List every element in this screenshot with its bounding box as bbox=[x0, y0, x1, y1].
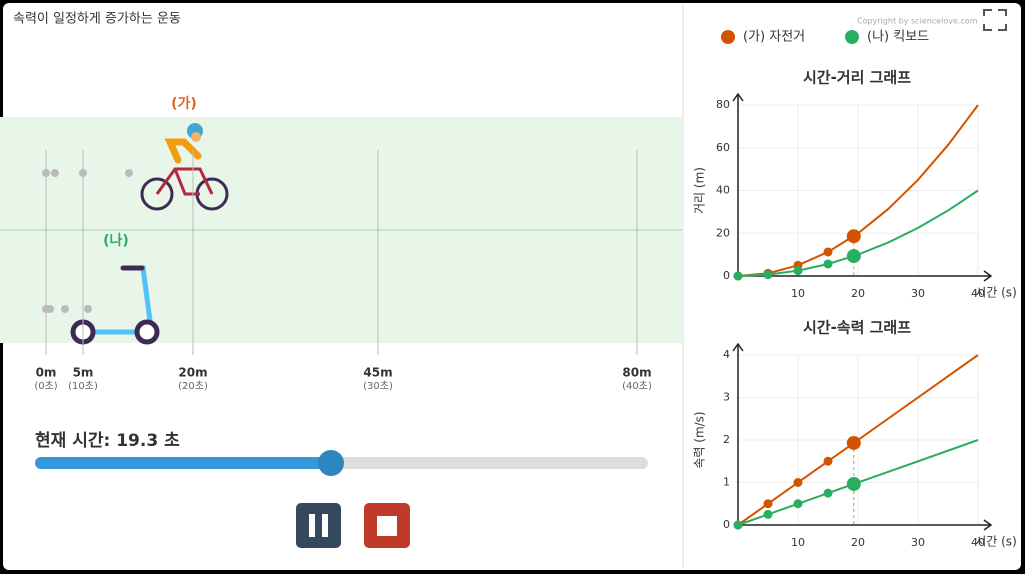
bike-label: (가) bbox=[171, 96, 197, 112]
track-distance: 45m bbox=[363, 366, 392, 380]
track-time: (40초) bbox=[622, 380, 652, 392]
current-point bbox=[846, 476, 861, 491]
current-point bbox=[846, 249, 861, 264]
track-distance: 20m bbox=[178, 366, 207, 380]
time-slider[interactable] bbox=[35, 450, 648, 476]
track-distance: 5m bbox=[73, 366, 94, 380]
sample-point bbox=[733, 271, 743, 281]
sample-point bbox=[793, 478, 803, 487]
y-tick-label: 4 bbox=[723, 348, 730, 361]
sim-title: 속력이 일정하게 증가하는 운동 bbox=[13, 12, 181, 27]
kickboard-label: (나) bbox=[103, 233, 129, 249]
x-tick-label: 10 bbox=[791, 536, 805, 549]
ghost-dots bbox=[42, 169, 133, 313]
legend-swatch bbox=[721, 30, 735, 44]
x-tick-label: 30 bbox=[911, 287, 925, 300]
y-tick-label: 1 bbox=[723, 476, 730, 489]
track-distance: 0m bbox=[36, 366, 57, 380]
y-tick-label: 0 bbox=[723, 518, 730, 531]
y-tick-label: 3 bbox=[723, 391, 730, 404]
legend-label: (가) 자전거 bbox=[743, 30, 805, 45]
legend-label: (나) 킥보드 bbox=[867, 30, 929, 45]
stop-button[interactable] bbox=[364, 503, 410, 548]
bicycle bbox=[140, 123, 229, 211]
sample-point bbox=[763, 499, 773, 509]
x-axis-label: 시간 (s) bbox=[975, 286, 1017, 300]
current-point bbox=[846, 229, 861, 244]
track-distance: 80m bbox=[622, 366, 651, 380]
y-tick-label: 2 bbox=[723, 433, 730, 446]
pause-button[interactable] bbox=[296, 503, 341, 548]
x-tick-label: 40 bbox=[971, 287, 985, 300]
chart-title: 시간-거리 그래프 bbox=[803, 69, 911, 87]
y-axis-label: 거리 (m) bbox=[693, 167, 707, 214]
axis-arrow bbox=[732, 92, 993, 282]
sample-point bbox=[823, 259, 833, 269]
y-tick-label: 60 bbox=[716, 141, 730, 154]
sample-point bbox=[763, 270, 773, 280]
sample-point bbox=[793, 266, 803, 276]
x-tick-label: 30 bbox=[911, 536, 925, 549]
sample-point bbox=[823, 456, 833, 466]
x-tick-label: 40 bbox=[971, 536, 985, 549]
track-time: (30초) bbox=[363, 380, 393, 392]
axis-arrow bbox=[732, 342, 993, 531]
x-axis-label: 시간 (s) bbox=[975, 535, 1017, 549]
time-display: 현재 시간: 19.3 초 bbox=[35, 431, 180, 451]
chart-title: 시간-속력 그래프 bbox=[803, 319, 911, 337]
y-tick-label: 20 bbox=[716, 226, 730, 239]
sample-point bbox=[823, 488, 833, 498]
time-unit: 초 bbox=[164, 431, 180, 451]
copyright: Copyright by sciencelove.com bbox=[857, 17, 978, 26]
x-tick-label: 20 bbox=[851, 287, 865, 300]
sample-point bbox=[763, 509, 773, 519]
sample-point bbox=[823, 247, 833, 257]
track-time: (0초) bbox=[34, 380, 57, 392]
legend-swatch bbox=[845, 30, 859, 44]
sample-point bbox=[733, 520, 743, 530]
x-tick-label: 10 bbox=[791, 287, 805, 300]
time-value: 19.3 bbox=[116, 431, 158, 451]
y-tick-label: 0 bbox=[723, 269, 730, 282]
y-tick-label: 80 bbox=[716, 98, 730, 111]
sample-point bbox=[793, 499, 803, 509]
track-time: (20초) bbox=[178, 380, 208, 392]
x-tick-label: 20 bbox=[851, 536, 865, 549]
y-tick-label: 40 bbox=[716, 184, 730, 197]
track-time: (10초) bbox=[68, 380, 98, 392]
y-axis-label: 속력 (m/s) bbox=[693, 411, 707, 468]
time-label: 현재 시간: bbox=[35, 431, 110, 451]
current-point bbox=[846, 435, 861, 450]
fullscreen-button[interactable] bbox=[983, 9, 1007, 31]
